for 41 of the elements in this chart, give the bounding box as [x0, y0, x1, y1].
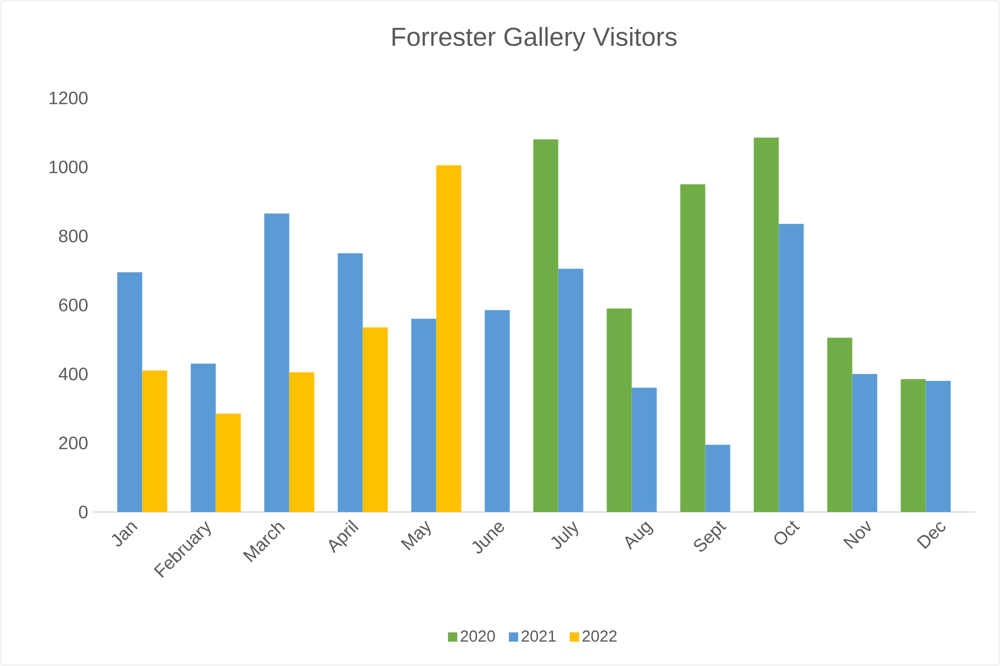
bar — [338, 253, 363, 512]
x-tick-label: May — [400, 520, 431, 550]
bar — [705, 444, 730, 512]
bar — [778, 224, 804, 512]
x-tick-label: July — [551, 521, 578, 549]
bar — [362, 327, 388, 512]
x-tick-label: Jan — [112, 522, 138, 546]
bar — [926, 380, 951, 512]
legend-label: 2020 — [460, 630, 495, 642]
x-tick-label: Dec — [916, 522, 946, 549]
bar — [411, 318, 436, 512]
bar — [117, 272, 142, 512]
y-tick-label: 1000 — [50, 160, 88, 174]
bar — [632, 388, 657, 512]
bar — [533, 139, 558, 512]
bar — [436, 165, 462, 512]
y-tick-label: 800 — [59, 230, 88, 242]
legend-label: 2021 — [522, 630, 556, 642]
bar — [142, 370, 168, 512]
bar — [264, 214, 290, 512]
y-tick-label: 600 — [59, 298, 88, 312]
legend-label: 2022 — [582, 630, 617, 642]
chart-title: Forrester Gallery Visitors — [392, 26, 677, 52]
bar — [900, 379, 926, 512]
bar — [827, 338, 852, 512]
y-tick-label: 200 — [59, 436, 88, 450]
bar — [852, 374, 878, 512]
bar — [190, 364, 216, 512]
bar — [216, 414, 241, 512]
bar — [558, 268, 584, 512]
bar — [289, 372, 314, 512]
y-tick-label: 400 — [58, 368, 88, 380]
x-tick-label: Nov — [843, 520, 871, 549]
x-tick-label: Oct — [774, 520, 800, 544]
bar — [754, 138, 779, 512]
bar — [606, 308, 632, 512]
y-tick-label: 0 — [78, 506, 88, 518]
bar — [484, 310, 510, 512]
x-tick-label: Aug — [625, 522, 654, 550]
y-tick-label: 1200 — [50, 92, 88, 104]
bar — [680, 184, 706, 512]
